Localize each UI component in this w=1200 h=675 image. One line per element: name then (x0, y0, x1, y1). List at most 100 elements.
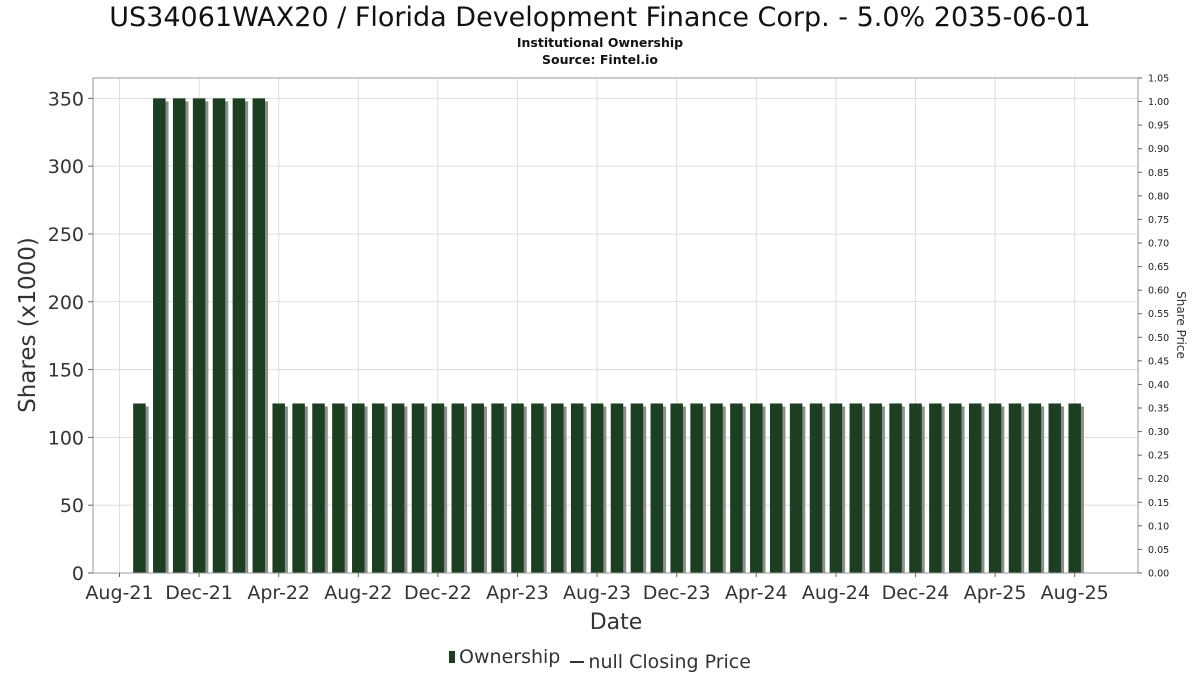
axes (92, 77, 1139, 574)
legend-ownership-label: Ownership (459, 646, 561, 668)
bar-ownership (192, 98, 206, 573)
x-tick-label: Apr-23 (486, 582, 549, 604)
y2-tick-label: 0.05 (1148, 545, 1169, 556)
y2-tick-label: 0.75 (1148, 215, 1169, 226)
y-tick-label: 300 (48, 156, 84, 178)
bar-ownership (610, 403, 624, 573)
bar-ownership (968, 403, 982, 573)
bar-ownership (590, 403, 604, 573)
bar-ownership (710, 403, 723, 573)
bar-ownership (829, 403, 843, 573)
bar-ownership (491, 403, 504, 573)
y2-tick-label: 0.70 (1148, 239, 1169, 250)
x-tick-label: Apr-24 (725, 582, 788, 604)
legend-item-ownership: Ownership (449, 646, 560, 668)
y2-tick-label: 1.05 (1148, 74, 1169, 85)
y-tick-label: 50 (60, 495, 84, 517)
bar-ownership (750, 403, 763, 573)
bar-ownership (391, 403, 405, 573)
bar-series (133, 98, 1084, 573)
bar-ownership (849, 403, 863, 573)
y-tick-label: 100 (48, 427, 84, 449)
y2-tick-label: 0.95 (1148, 121, 1169, 132)
y-tick-label: 150 (48, 360, 84, 382)
y2-axis-label: Share Price (1174, 291, 1188, 359)
bar-ownership (988, 403, 1002, 573)
y2-tick-label: 0.60 (1148, 286, 1169, 297)
bar-ownership (869, 403, 882, 573)
bar-ownership (531, 403, 544, 573)
y-tick-label: 350 (48, 88, 84, 110)
bar-ownership (451, 403, 465, 573)
x-axis-label: Date (590, 610, 643, 635)
y2-axis-ticks: 0.00 0.05 0.10 0.15 0.20 0.25 0.30 0.35 0.40 0.45… (1138, 74, 1169, 580)
y-tick-label: 200 (48, 292, 84, 314)
x-tick-label: Dec-21 (165, 582, 233, 604)
bar-ownership (352, 403, 365, 573)
x-tick-label: Aug-21 (85, 582, 153, 604)
bar-ownership (332, 403, 345, 573)
bar-ownership (570, 403, 584, 573)
y2-tick-label: 0.10 (1148, 521, 1169, 532)
bar-ownership (471, 403, 484, 573)
bar-ownership (650, 403, 664, 573)
y2-tick-label: 0.65 (1148, 262, 1169, 273)
y2-tick-label: 0.25 (1148, 451, 1169, 462)
x-tick-label: Apr-22 (247, 582, 310, 604)
y2-tick-label: 1.00 (1148, 97, 1169, 108)
bar-ownership (172, 98, 186, 573)
x-tick-label: Aug-25 (1041, 582, 1109, 604)
y2-tick-label: 0.50 (1148, 333, 1169, 344)
y2-tick-label: 0.30 (1148, 427, 1169, 438)
bar-ownership (212, 98, 226, 573)
y-tick-label: 0 (72, 563, 84, 585)
bar-ownership (511, 403, 524, 573)
bar-swatch-icon (449, 651, 456, 663)
bar-ownership (292, 403, 305, 573)
y2-tick-label: 0.20 (1148, 474, 1169, 485)
bar-ownership (1048, 403, 1062, 573)
bar-ownership (730, 403, 743, 573)
bar-ownership (1068, 403, 1081, 573)
y2-tick-label: 0.45 (1148, 356, 1169, 367)
x-axis-ticks: Aug-21 Dec-21 Apr-22 Aug-22 Dec-22 Apr-23 Aug-… (85, 573, 1109, 604)
x-tick-label: Dec-22 (404, 582, 472, 604)
bar-ownership (809, 403, 823, 573)
bar-ownership (272, 403, 285, 573)
x-tick-label: Dec-23 (643, 582, 711, 604)
bar-ownership (889, 403, 902, 573)
y2-tick-label: 0.80 (1148, 191, 1169, 202)
bar-ownership (789, 403, 803, 573)
bar-ownership (411, 403, 425, 573)
bar-ownership (252, 98, 266, 573)
chart-subtitle: Institutional Ownership (516, 35, 684, 50)
y-axis-ticks: 0 50 100 150 200 250 300 350 (48, 88, 93, 585)
bar-ownership (909, 403, 922, 573)
line-swatch-icon (570, 661, 585, 663)
bar-ownership (431, 403, 445, 573)
bar-ownership (769, 403, 783, 573)
bar-ownership (312, 403, 325, 573)
chart-title: US34061WAX20 / Florida Development Finan… (109, 2, 1091, 33)
bar-ownership (1008, 403, 1022, 573)
y2-tick-label: 0.55 (1148, 309, 1169, 320)
bar-ownership (670, 403, 683, 573)
y-tick-label: 250 (48, 224, 84, 246)
plot-frame (92, 77, 1139, 574)
x-tick-label: Aug-22 (324, 582, 392, 604)
y-axis-label: Shares (x1000) (15, 237, 41, 413)
legend-price-label: null Closing Price (588, 651, 751, 673)
bar-ownership (929, 403, 942, 573)
bar-ownership (232, 98, 246, 573)
bar-ownership (551, 403, 564, 573)
x-tick-label: Apr-25 (964, 582, 1027, 604)
x-tick-label: Aug-24 (802, 582, 870, 604)
bar-ownership (133, 403, 146, 573)
bar-ownership (1028, 403, 1042, 573)
y2-tick-label: 0.00 (1148, 569, 1169, 580)
y2-tick-label: 0.90 (1148, 144, 1169, 155)
y2-tick-label: 0.35 (1148, 404, 1169, 415)
y2-tick-label: 0.40 (1148, 380, 1169, 391)
x-tick-label: Aug-23 (563, 582, 631, 604)
